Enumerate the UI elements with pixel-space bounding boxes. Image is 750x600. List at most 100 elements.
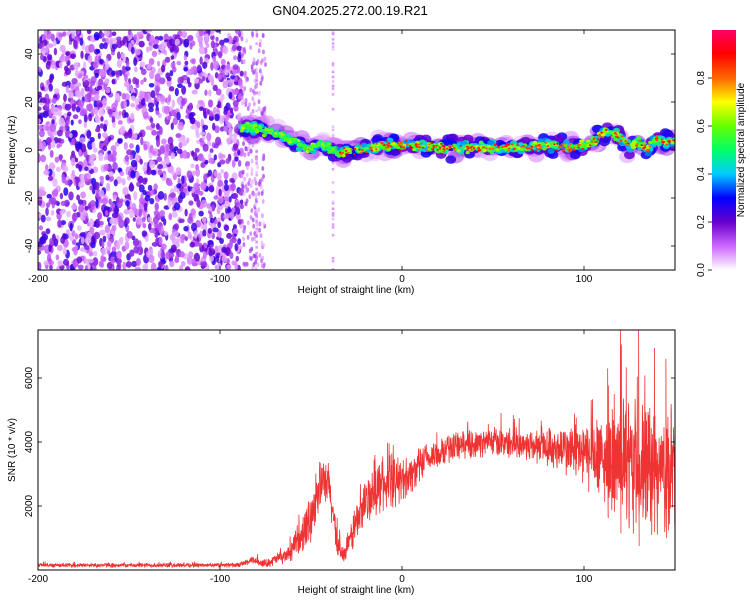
noise-streak [255, 30, 258, 33]
trace-blob [385, 140, 389, 143]
trace-blob [383, 144, 386, 147]
noise-blob [253, 177, 257, 182]
noise-blob [140, 136, 144, 146]
noise-blob [224, 183, 229, 192]
noise-blob [212, 84, 218, 92]
noise-blob [219, 154, 226, 159]
noise-blob [245, 261, 249, 267]
noise-blob [47, 175, 54, 181]
snr-y-tick-label: 4000 [24, 430, 35, 453]
noise-streak [255, 212, 258, 216]
noise-blob [198, 242, 203, 248]
noise-blob [210, 30, 215, 37]
noise-blob [68, 91, 74, 99]
trace-blob [353, 148, 357, 150]
noise-blob [232, 99, 239, 107]
noise-blob [56, 143, 61, 149]
noise-blob [252, 223, 256, 229]
noise-blob [71, 103, 76, 112]
noise-blob [217, 230, 222, 238]
noise-blob [251, 217, 255, 223]
noise-blob [104, 30, 110, 37]
trace-blob [655, 137, 659, 139]
noise-blob [83, 159, 88, 167]
noise-blob [163, 105, 170, 115]
noise-blob [226, 232, 233, 239]
trace-blob [265, 130, 269, 133]
trace-blob [442, 150, 445, 153]
noise-blob [239, 203, 244, 210]
noise-blob [50, 104, 56, 114]
noise-blob [206, 108, 211, 115]
trace-blob [398, 144, 401, 147]
noise-blob [250, 171, 254, 177]
trace-blob [287, 140, 292, 144]
noise-blob [83, 79, 90, 88]
noise-blob [38, 112, 46, 118]
noise-blob [80, 191, 86, 199]
noise-blob [157, 163, 164, 170]
noise-blob [70, 119, 74, 126]
noise-blob [178, 218, 185, 224]
noise-blob [188, 200, 194, 206]
snr-y-tick-label: 2000 [24, 494, 35, 517]
noise-blob [72, 114, 79, 120]
noise-blob [53, 88, 60, 94]
noise-blob [77, 225, 82, 232]
noise-blob [260, 240, 264, 246]
noise-blob [241, 100, 244, 106]
trace-blob [252, 129, 256, 132]
trace-blob [477, 146, 481, 149]
trace-blob [446, 147, 449, 150]
trace-blob [576, 144, 580, 147]
trace-blob [655, 139, 659, 142]
noise-blob [214, 125, 220, 134]
trace-blob [535, 150, 538, 153]
noise-blob [261, 33, 265, 38]
noise-blob [152, 150, 157, 156]
noise-blob [215, 255, 220, 263]
trace-blob [402, 145, 405, 148]
trace-blob [411, 147, 417, 152]
noise-blob [57, 244, 63, 252]
noise-blob [193, 182, 200, 191]
noise-blob [167, 136, 174, 145]
trace-blob [626, 142, 630, 145]
noise-blob [109, 175, 114, 182]
noise-blob [252, 61, 255, 66]
noise-streak [331, 260, 335, 263]
noise-blob [133, 34, 138, 41]
trace-blob [326, 145, 329, 148]
noise-blob [155, 123, 160, 130]
noise-blob [228, 78, 234, 87]
noise-blob [41, 233, 49, 241]
trace-blob [440, 142, 443, 145]
noise-blob [180, 98, 186, 107]
noise-blob [217, 262, 222, 270]
noise-blob [197, 99, 204, 105]
noise-blob [40, 214, 46, 223]
noise-blob [188, 212, 193, 221]
noise-blob [203, 173, 208, 182]
noise-blob [95, 199, 99, 209]
noise-blob [102, 132, 108, 139]
noise-streak [255, 162, 258, 165]
trace-blob [372, 134, 384, 143]
noise-blob [250, 158, 254, 164]
noise-blob [97, 212, 103, 221]
noise-blob [186, 76, 191, 84]
noise-blob [154, 202, 159, 212]
noise-streak [255, 82, 258, 86]
trace-blob [467, 146, 471, 149]
noise-blob [206, 203, 211, 209]
noise-blob [176, 96, 183, 104]
noise-blob [262, 106, 265, 112]
noise-blob [38, 140, 43, 149]
noise-blob [167, 199, 172, 209]
noise-blob [62, 233, 69, 240]
noise-blob [191, 187, 195, 194]
noise-blob [58, 117, 65, 127]
noise-blob [242, 59, 246, 65]
noise-blob [210, 34, 215, 41]
noise-blob [105, 174, 110, 181]
